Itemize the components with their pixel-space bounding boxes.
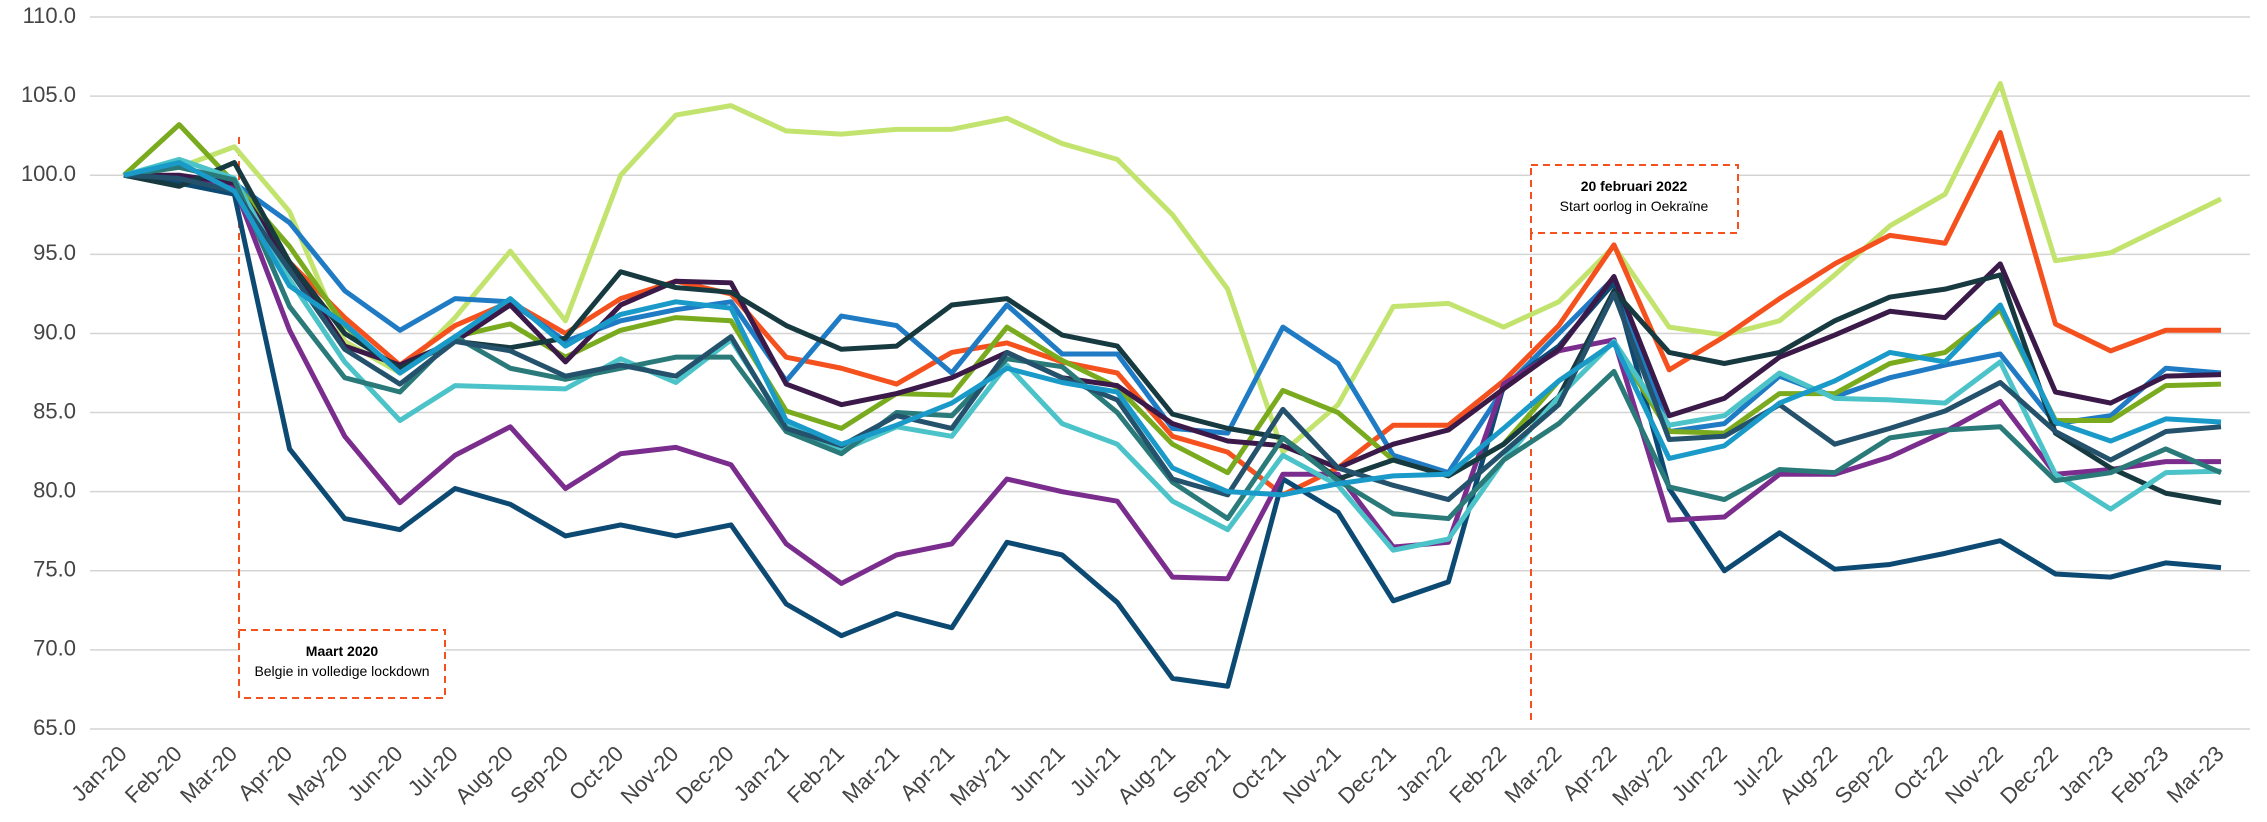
x-tick-label: Jan-20 — [66, 741, 131, 806]
x-tick-label: Aug-22 — [1775, 741, 1843, 809]
x-tick-label: Feb-23 — [2106, 741, 2173, 808]
series-line — [124, 172, 2222, 471]
series-line — [123, 156, 2222, 553]
x-tick-label: Jan-21 — [729, 741, 794, 806]
x-tick-label: Jun-21 — [1005, 741, 1070, 806]
y-tick-label: 85.0 — [33, 398, 76, 423]
y-tick-label: 95.0 — [33, 240, 76, 265]
series-line — [123, 160, 2222, 498]
y-tick-label: 75.0 — [33, 557, 76, 582]
x-tick-label: Sep-22 — [1830, 741, 1898, 809]
annotation-text: Start oorlog in Oekraïne — [1560, 198, 1709, 214]
x-tick-label: Mar-23 — [2162, 741, 2229, 808]
x-tick-label: Mar-21 — [837, 741, 904, 808]
y-tick-label: 90.0 — [33, 319, 76, 344]
x-tick-label: Sep-21 — [1167, 741, 1235, 809]
x-tick-label: Oct-22 — [1888, 741, 1952, 805]
x-tick-label: Mar-22 — [1499, 741, 1566, 808]
x-tick-label: Aug-21 — [1112, 741, 1180, 809]
series-line — [123, 172, 2222, 503]
x-tick-label: Nov-21 — [1278, 741, 1346, 809]
annotation-box — [1530, 164, 1739, 234]
series-line — [123, 164, 2222, 522]
x-tick-label: Nov-20 — [616, 741, 684, 809]
x-tick-label: Dec-20 — [671, 741, 739, 809]
x-tick-label: Aug-20 — [450, 741, 518, 809]
x-tick-label: Jan-22 — [1391, 741, 1456, 806]
annotation-title: 20 februari 2022 — [1581, 178, 1688, 194]
x-tick-label: Feb-20 — [120, 741, 187, 808]
y-tick-label: 80.0 — [33, 477, 76, 502]
x-tick-label: Jun-20 — [342, 741, 407, 806]
x-tick-label: Oct-20 — [564, 741, 628, 805]
x-tick-label: May-22 — [1607, 741, 1677, 811]
annotation-text: Belgie in volledige lockdown — [254, 663, 429, 679]
x-tick-label: Oct-21 — [1226, 741, 1290, 805]
y-tick-label: 70.0 — [33, 636, 76, 661]
series-line — [123, 172, 2222, 689]
x-tick-label: Jun-22 — [1667, 741, 1732, 806]
x-tick-label: May-21 — [945, 741, 1015, 811]
annotation-title: Maart 2020 — [306, 643, 379, 659]
x-tick-label: Jan-23 — [2053, 741, 2118, 806]
x-tick-label: May-20 — [283, 741, 353, 811]
x-tick-label: Dec-22 — [1995, 741, 2063, 809]
x-tick-label: Dec-21 — [1333, 741, 1401, 809]
series-line — [122, 122, 2222, 479]
series-line — [123, 172, 2222, 476]
y-tick-label: 105.0 — [21, 82, 76, 107]
annotation-box — [238, 629, 446, 699]
y-tick-label: 110.0 — [23, 3, 76, 28]
x-tick-label: Feb-21 — [782, 741, 849, 808]
x-tick-label: Sep-20 — [505, 741, 573, 809]
y-tick-label: 65.0 — [33, 715, 76, 740]
y-tick-label: 100.0 — [21, 161, 76, 186]
series-line — [123, 130, 2221, 498]
x-tick-label: Feb-22 — [1444, 741, 1511, 808]
x-tick-label: Nov-22 — [1940, 741, 2008, 809]
series-line — [123, 172, 2221, 586]
x-tick-label: Mar-20 — [175, 741, 242, 808]
